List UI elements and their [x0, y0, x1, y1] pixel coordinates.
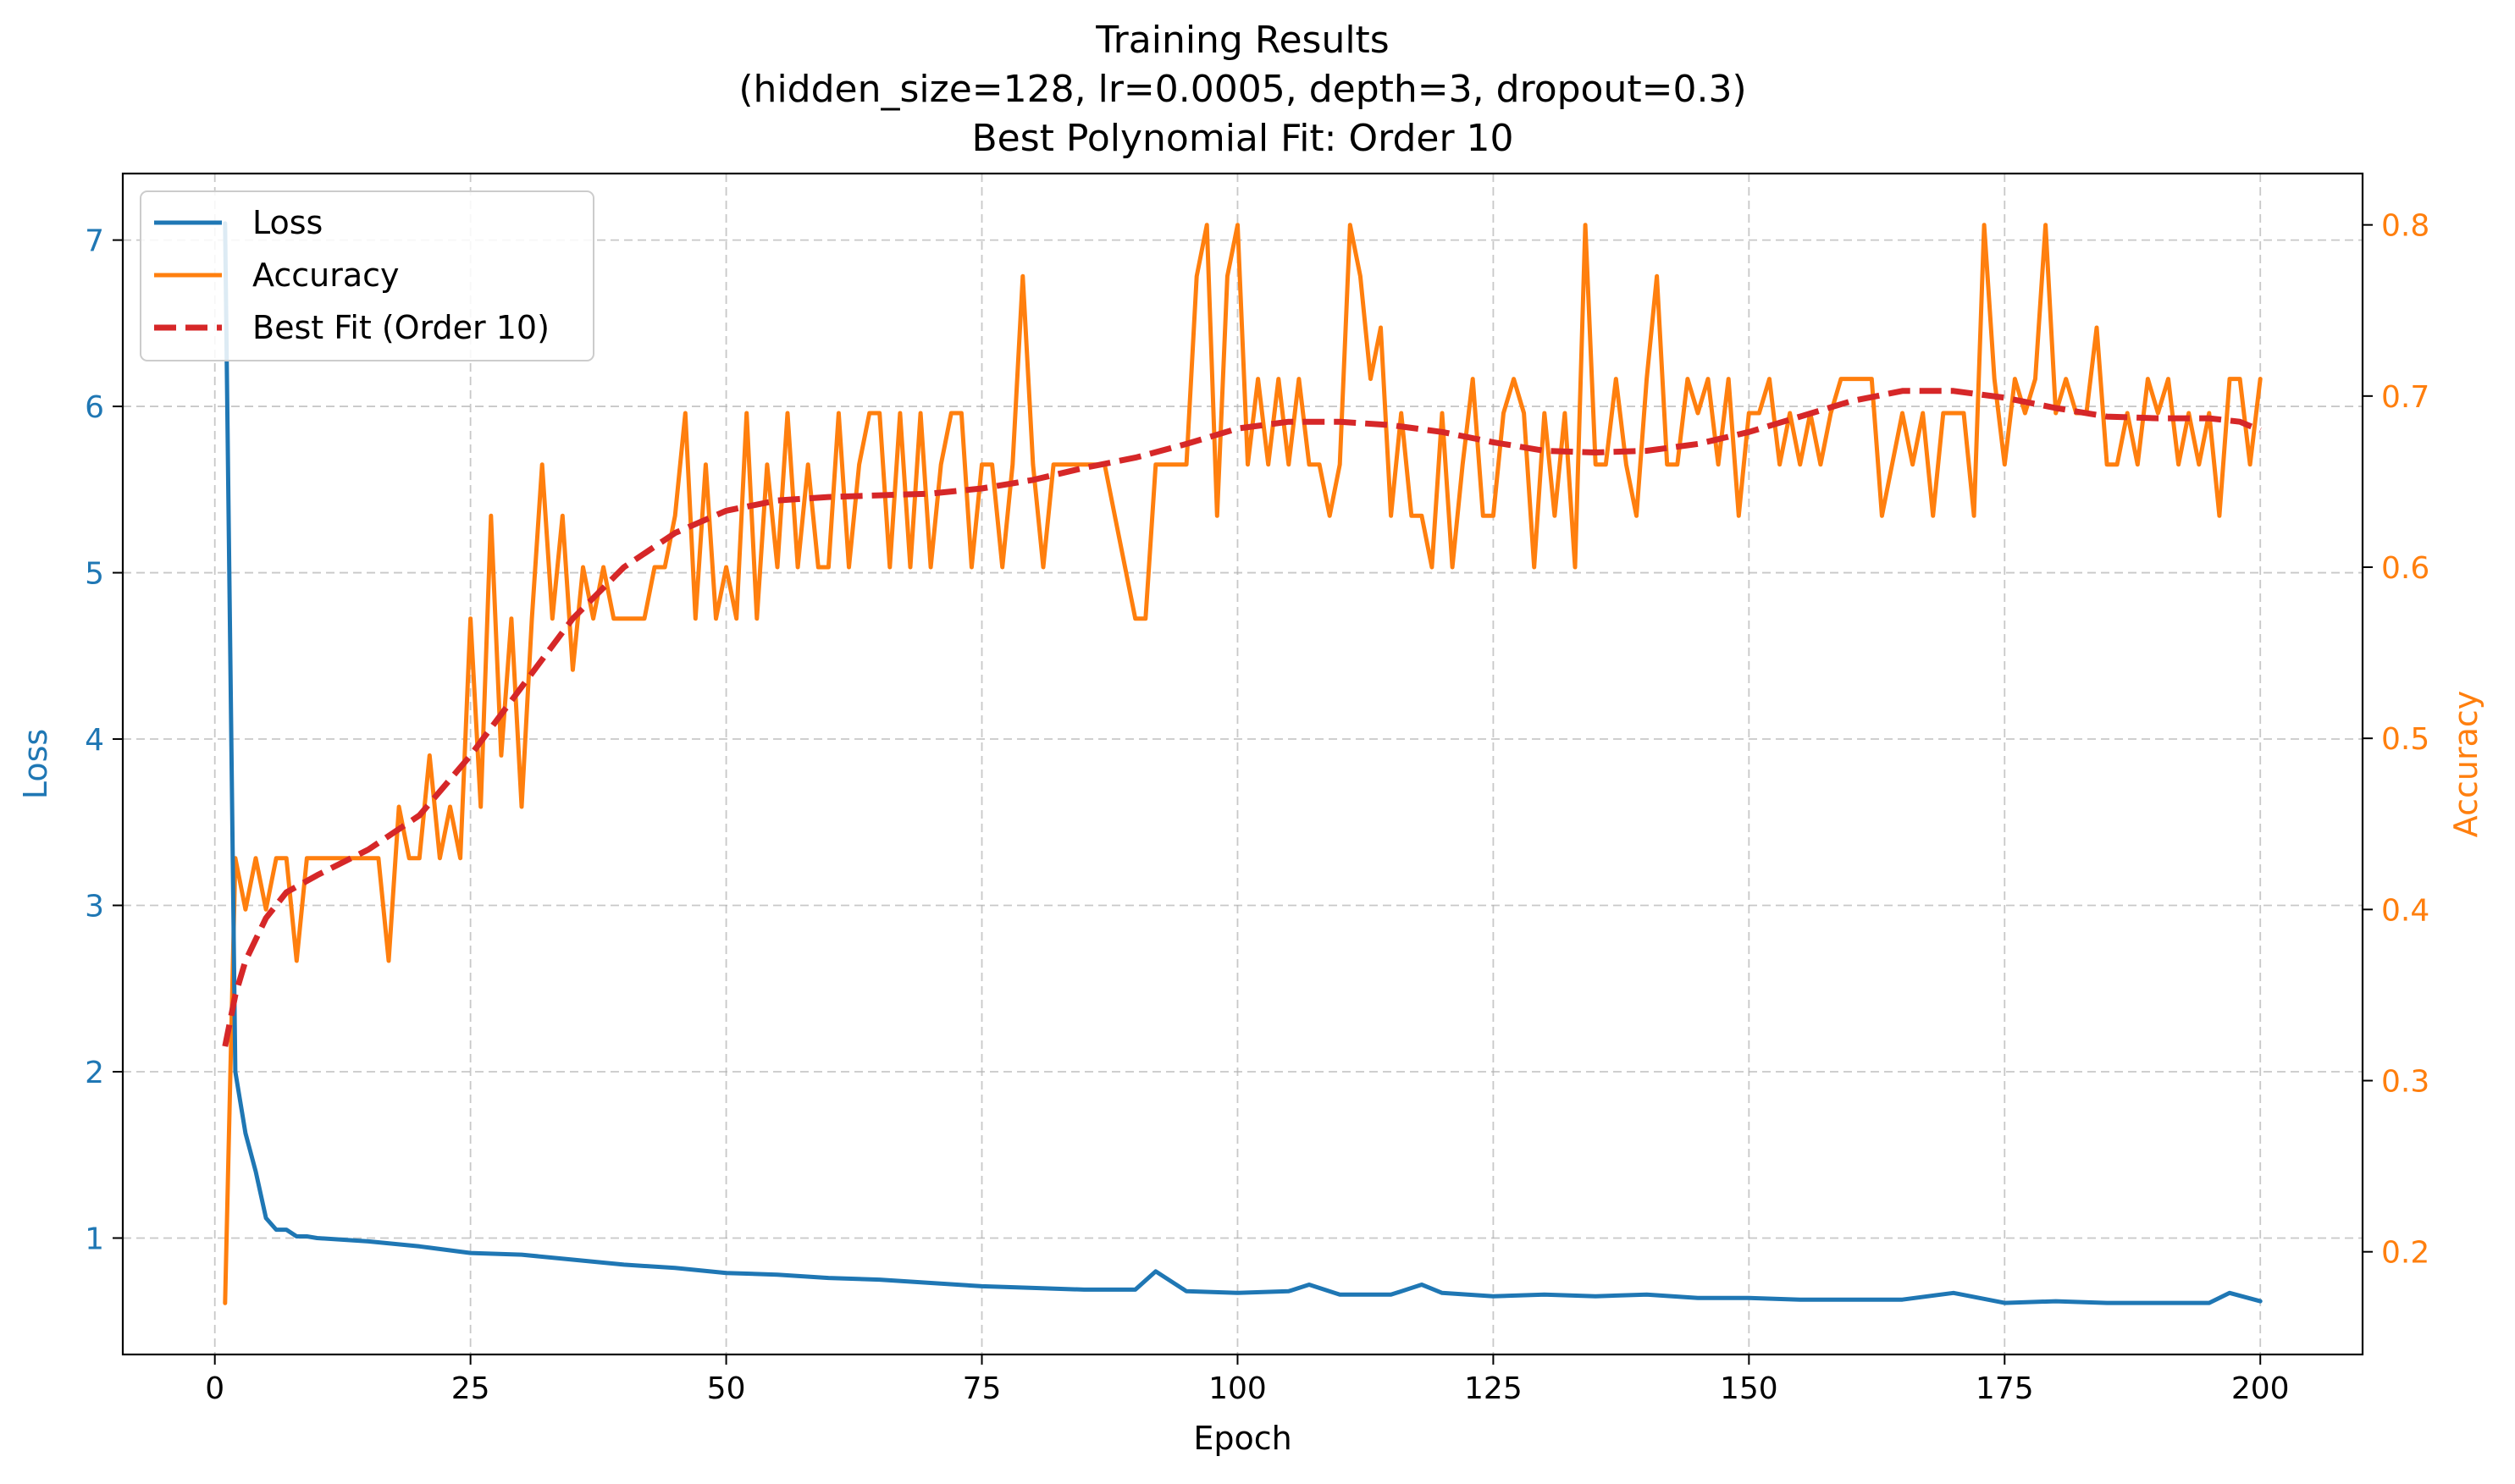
x-tick-label-2: 50 [707, 1371, 746, 1406]
x-tick-label-0: 0 [205, 1371, 224, 1406]
y-right-tick-label-5: 0.7 [2381, 380, 2429, 415]
legend-label-2: Best Fit (Order 10) [252, 309, 550, 346]
y-left-tick-label-3: 4 [85, 723, 104, 758]
y-right-tick-label-0: 0.2 [2381, 1236, 2429, 1271]
chart-title: Training Results (hidden_size=128, lr=0.0… [738, 19, 1746, 160]
y-axis-left: 1 2 3 4 5 6 7 Loss [17, 224, 123, 1256]
y-left-tick-label-5: 6 [85, 390, 104, 425]
x-tick-label-5: 125 [1464, 1371, 1523, 1406]
x-tick-label-8: 200 [2231, 1371, 2290, 1406]
x-axis-label: Epoch [1193, 1420, 1291, 1457]
series-line-loss [223, 221, 2263, 1305]
legend-box [140, 190, 594, 361]
y-left-tick-label-1: 2 [85, 1056, 104, 1090]
x-axis: 0 25 50 75 100 125 150 175 200 Epoch [205, 1354, 2290, 1457]
x-tick-label-7: 175 [1976, 1371, 2034, 1406]
x-tick-label-6: 150 [1720, 1371, 1778, 1406]
plot-area-frame [121, 172, 2364, 1356]
series-line-accuracy [223, 223, 2263, 1305]
legend-label-1: Accuracy [252, 257, 400, 294]
y-right-tick-label-3: 0.5 [2381, 722, 2429, 757]
y-right-tick-label-4: 0.6 [2381, 551, 2429, 586]
chart-title-line-2: (hidden_size=128, lr=0.0005, depth=3, dr… [738, 68, 1746, 111]
y-right-tick-label-1: 0.3 [2381, 1065, 2429, 1100]
chart-title-line-1: Training Results [1095, 19, 1389, 62]
y-left-tick-label-2: 3 [85, 890, 104, 924]
legend-label-0: Loss [252, 204, 323, 241]
y-axis-right-label: Accuracy [2447, 691, 2485, 838]
chart-title-line-3: Best Polynomial Fit: Order 10 [971, 117, 1513, 160]
x-tick-label-1: 25 [451, 1371, 490, 1406]
y-axis-right: 0.2 0.3 0.4 0.5 0.6 0.7 0.8 Accuracy [2363, 209, 2485, 1271]
y-right-tick-label-6: 0.8 [2381, 209, 2429, 244]
series-line-best-fit-order-10 [222, 388, 2262, 1047]
y-right-tick-label-2: 0.4 [2381, 893, 2429, 928]
y-left-tick-label-4: 5 [85, 557, 104, 592]
y-left-tick-label-0: 1 [85, 1222, 104, 1256]
y-left-tick-label-6: 7 [85, 224, 104, 259]
y-axis-left-label: Loss [17, 729, 54, 799]
x-tick-label-4: 100 [1208, 1371, 1267, 1406]
x-tick-label-3: 75 [963, 1371, 1002, 1406]
legend: Loss Accuracy Best Fit (Order 10) [140, 190, 594, 361]
data-series [222, 221, 2263, 1305]
